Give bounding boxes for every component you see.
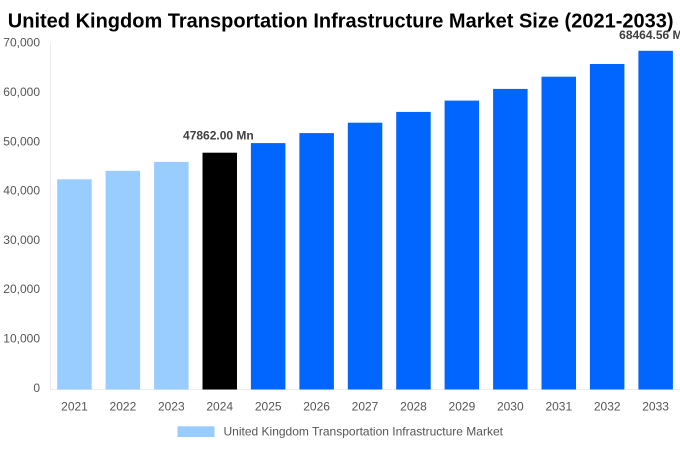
svg-text:2023: 2023 (158, 400, 185, 414)
svg-text:2032: 2032 (594, 400, 621, 414)
svg-text:2033: 2033 (642, 400, 669, 414)
svg-text:68464.56 Mn: 68464.56 Mn (619, 28, 680, 42)
svg-text:2025: 2025 (255, 400, 282, 414)
svg-text:2022: 2022 (110, 400, 137, 414)
svg-text:2024: 2024 (206, 400, 233, 414)
svg-text:10,000: 10,000 (3, 332, 40, 346)
svg-text:47862.00 Mn: 47862.00 Mn (183, 129, 254, 143)
svg-text:United Kingdom Transportation: United Kingdom Transportation Infrastruc… (224, 424, 504, 438)
svg-text:2029: 2029 (449, 400, 476, 414)
svg-text:2021: 2021 (61, 400, 88, 414)
svg-text:United Kingdom Transportation: United Kingdom Transportation Infrastruc… (8, 11, 674, 33)
svg-text:60,000: 60,000 (3, 85, 40, 99)
svg-text:40,000: 40,000 (3, 184, 40, 198)
svg-text:2028: 2028 (400, 400, 427, 414)
svg-text:30,000: 30,000 (3, 233, 40, 247)
svg-text:2030: 2030 (497, 400, 524, 414)
svg-text:2027: 2027 (352, 400, 379, 414)
svg-text:70,000: 70,000 (3, 36, 40, 50)
svg-text:50,000: 50,000 (3, 134, 40, 148)
svg-text:2026: 2026 (303, 400, 330, 414)
svg-text:20,000: 20,000 (3, 282, 40, 296)
svg-text:2031: 2031 (545, 400, 572, 414)
svg-text:0: 0 (33, 381, 40, 395)
